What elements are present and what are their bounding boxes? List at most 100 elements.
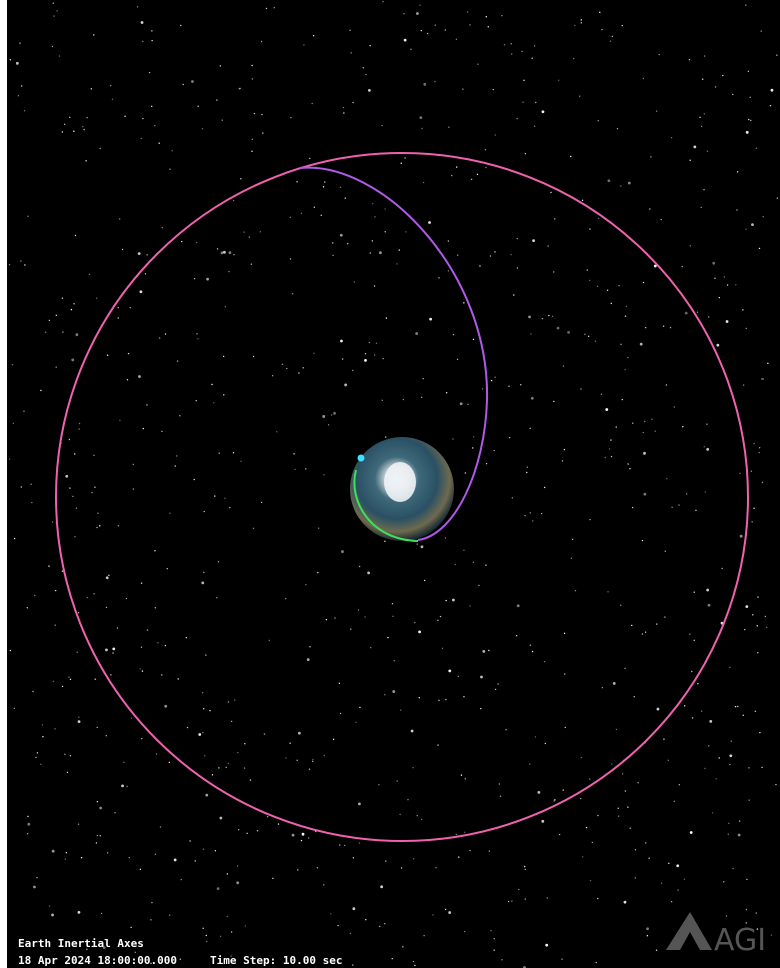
star — [470, 178, 473, 181]
star — [460, 774, 463, 776]
star — [177, 678, 179, 680]
star — [238, 88, 241, 90]
star — [688, 58, 691, 61]
star — [9, 59, 11, 61]
star — [426, 32, 429, 35]
star — [139, 290, 143, 294]
star — [405, 231, 407, 233]
star — [418, 630, 421, 634]
star — [248, 236, 251, 238]
star — [237, 751, 239, 754]
star — [634, 849, 637, 851]
star — [337, 924, 339, 927]
star — [182, 83, 184, 86]
star — [541, 110, 545, 114]
star — [346, 242, 349, 245]
star — [111, 98, 114, 100]
star — [219, 935, 222, 938]
star — [423, 82, 427, 86]
star — [384, 231, 386, 233]
star — [384, 922, 386, 925]
star — [601, 686, 604, 689]
star — [472, 338, 475, 341]
star — [66, 771, 69, 774]
star — [745, 4, 747, 6]
star — [313, 206, 316, 208]
star — [206, 940, 208, 943]
star — [27, 815, 29, 818]
star — [303, 44, 305, 46]
star — [61, 131, 64, 133]
star — [452, 598, 455, 602]
star — [455, 833, 457, 836]
star — [570, 557, 573, 560]
star — [298, 372, 300, 374]
star — [611, 763, 613, 765]
star — [537, 790, 541, 794]
star — [607, 591, 609, 593]
star — [563, 632, 566, 635]
star — [191, 80, 194, 83]
star — [459, 402, 463, 406]
star — [624, 368, 626, 371]
star — [681, 265, 683, 268]
star — [357, 609, 360, 611]
star — [78, 428, 80, 430]
star — [727, 833, 729, 835]
star — [96, 801, 99, 803]
star — [372, 202, 374, 205]
star — [589, 778, 591, 780]
star — [161, 430, 163, 433]
star — [524, 898, 526, 900]
star — [297, 731, 301, 735]
star — [691, 717, 694, 719]
star — [429, 317, 433, 321]
star — [132, 488, 135, 490]
star — [761, 766, 763, 769]
star — [444, 908, 447, 911]
star — [753, 442, 755, 445]
star — [159, 826, 162, 828]
star — [27, 822, 31, 826]
star — [599, 11, 601, 14]
star — [464, 472, 467, 474]
star — [660, 882, 663, 884]
star — [378, 783, 380, 786]
star — [20, 260, 22, 262]
star — [508, 436, 511, 439]
star — [730, 740, 732, 742]
star — [61, 685, 64, 688]
star — [204, 755, 206, 757]
star — [266, 816, 269, 818]
star — [74, 453, 76, 455]
star — [535, 101, 537, 104]
star — [737, 833, 741, 837]
star — [77, 823, 80, 825]
star — [400, 162, 402, 164]
star — [68, 676, 70, 678]
star — [237, 829, 240, 831]
star — [736, 209, 738, 211]
star — [697, 683, 699, 685]
star — [197, 338, 199, 340]
star — [30, 483, 32, 485]
star — [729, 666, 731, 669]
star — [462, 88, 464, 90]
star — [454, 563, 456, 566]
star — [751, 521, 753, 523]
star — [76, 651, 78, 653]
star — [117, 317, 119, 319]
star — [151, 105, 153, 108]
star — [297, 869, 299, 871]
star — [600, 393, 603, 395]
star — [493, 938, 495, 940]
star — [452, 333, 455, 336]
star — [579, 797, 582, 800]
star — [88, 273, 91, 276]
logo-mark — [666, 912, 712, 950]
star — [396, 263, 398, 265]
star — [516, 604, 520, 608]
star — [168, 761, 171, 764]
star — [472, 561, 475, 563]
star — [48, 565, 50, 567]
